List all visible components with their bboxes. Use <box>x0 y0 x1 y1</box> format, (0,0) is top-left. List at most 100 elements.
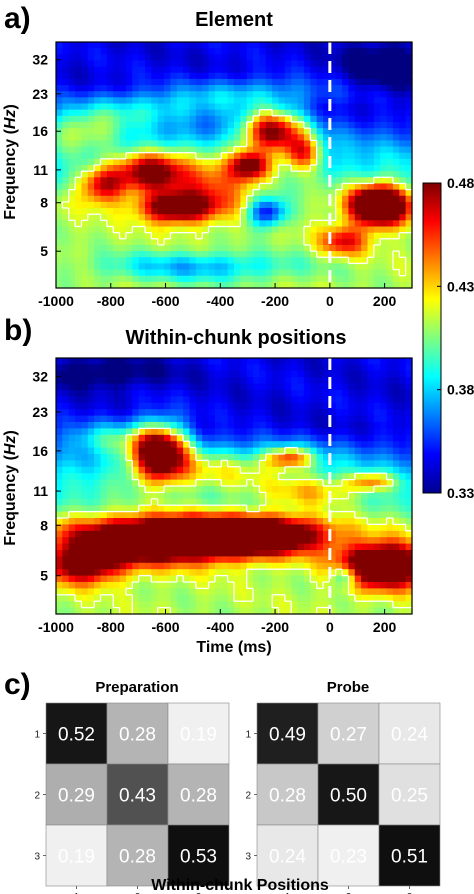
heatmap-cell <box>208 537 216 545</box>
heatmap-cell <box>297 434 305 442</box>
heatmap-cell <box>342 97 350 105</box>
heatmap-cell <box>367 91 375 98</box>
heatmap-cell <box>227 607 235 615</box>
heatmap-cell <box>170 158 178 166</box>
heatmap-cell <box>81 505 89 513</box>
heatmap-cell <box>284 177 292 185</box>
heatmap-cell <box>348 42 356 49</box>
heatmap-cell <box>176 158 184 166</box>
heatmap-cell <box>386 607 394 615</box>
heatmap-cell <box>87 370 95 378</box>
heatmap-cell <box>253 569 261 577</box>
heatmap-cell <box>303 498 311 506</box>
heatmap-cell <box>392 396 400 404</box>
heatmap-cell <box>62 134 70 141</box>
heatmap-cell <box>278 251 286 258</box>
heatmap-cell <box>234 498 241 506</box>
heatmap-cell <box>176 42 184 49</box>
heatmap-cell <box>81 91 89 98</box>
heatmap-cell <box>399 91 407 98</box>
heatmap-cell <box>348 72 356 80</box>
heatmap-cell <box>405 415 413 423</box>
heatmap-cell <box>100 479 108 487</box>
heatmap-cell <box>234 454 241 461</box>
heatmap-cell <box>81 263 89 271</box>
heatmap-cell <box>386 428 394 436</box>
heatmap-cell <box>202 364 210 372</box>
heatmap-cell <box>234 251 241 258</box>
heatmap-cell <box>386 473 394 481</box>
heatmap-cell <box>75 415 83 423</box>
heatmap-cell <box>348 428 356 436</box>
heatmap-cell <box>214 158 222 166</box>
heatmap-cell <box>189 171 197 178</box>
heatmap-cell <box>221 364 229 372</box>
heatmap-cell <box>62 556 70 564</box>
heatmap-cell <box>56 594 63 602</box>
heatmap-cell <box>373 48 381 55</box>
heatmap-cell <box>145 97 152 105</box>
heatmap-cell <box>125 263 133 271</box>
heatmap-cell <box>138 428 146 436</box>
heatmap-cell <box>335 486 343 493</box>
heatmap-cell <box>227 60 235 68</box>
heatmap-cell <box>106 177 114 185</box>
heatmap-cell <box>278 85 286 92</box>
heatmap-cell <box>68 505 76 513</box>
heatmap-cell <box>373 556 381 564</box>
heatmap-cell <box>189 402 197 410</box>
heatmap-cell <box>392 158 400 166</box>
heatmap-cell <box>399 238 407 246</box>
heatmap-cell <box>214 54 222 62</box>
heatmap-cell <box>284 214 292 221</box>
heatmap-cell <box>227 275 235 283</box>
heatmap-cell <box>380 454 388 461</box>
heatmap-cell <box>348 364 356 372</box>
heatmap-cell <box>348 524 356 532</box>
heatmap-cell <box>297 383 305 391</box>
heatmap-cell <box>189 72 197 80</box>
heatmap-cell <box>323 492 330 500</box>
heatmap-cell <box>132 91 140 98</box>
heatmap-cell <box>373 601 381 609</box>
heatmap-cell <box>272 238 280 246</box>
heatmap-cell <box>323 263 330 271</box>
heatmap-cell <box>138 85 146 92</box>
heatmap-cell <box>214 498 222 506</box>
heatmap-cell <box>125 72 133 80</box>
heatmap-cell <box>132 189 140 197</box>
heatmap-cell <box>113 402 121 410</box>
heatmap-cell <box>164 257 172 264</box>
heatmap-cell <box>272 505 280 513</box>
heatmap-cell <box>348 214 356 221</box>
heatmap-cell <box>240 134 248 141</box>
heatmap-cell <box>132 390 140 397</box>
heatmap-cell <box>348 97 356 105</box>
heatmap-cell <box>145 434 152 442</box>
heatmap-cell <box>278 422 286 429</box>
heatmap-cell <box>75 486 83 493</box>
heatmap-cell <box>189 128 197 135</box>
heatmap-cell <box>278 189 286 197</box>
heatmap-cell <box>221 269 229 277</box>
heatmap-cell <box>145 358 152 365</box>
heatmap-cell <box>354 103 362 111</box>
heatmap-cell <box>132 505 140 513</box>
heatmap-cell <box>145 588 152 596</box>
heatmap-cell <box>240 447 248 455</box>
heatmap-cell <box>240 103 248 111</box>
heatmap-cell <box>323 466 330 474</box>
heatmap-cell <box>157 165 165 172</box>
heatmap-cell <box>291 146 299 154</box>
heatmap-cell <box>316 486 324 493</box>
heatmap-cell <box>176 486 184 493</box>
heatmap-cell <box>240 460 248 468</box>
heatmap-cell <box>354 550 362 557</box>
heatmap-cell <box>329 281 337 289</box>
heatmap-cell <box>75 575 83 583</box>
heatmap-cell <box>291 257 299 264</box>
heatmap-cell <box>227 383 235 391</box>
heatmap-cell <box>367 498 375 506</box>
heatmap-cell <box>113 121 121 129</box>
heatmap-cell <box>145 537 152 545</box>
